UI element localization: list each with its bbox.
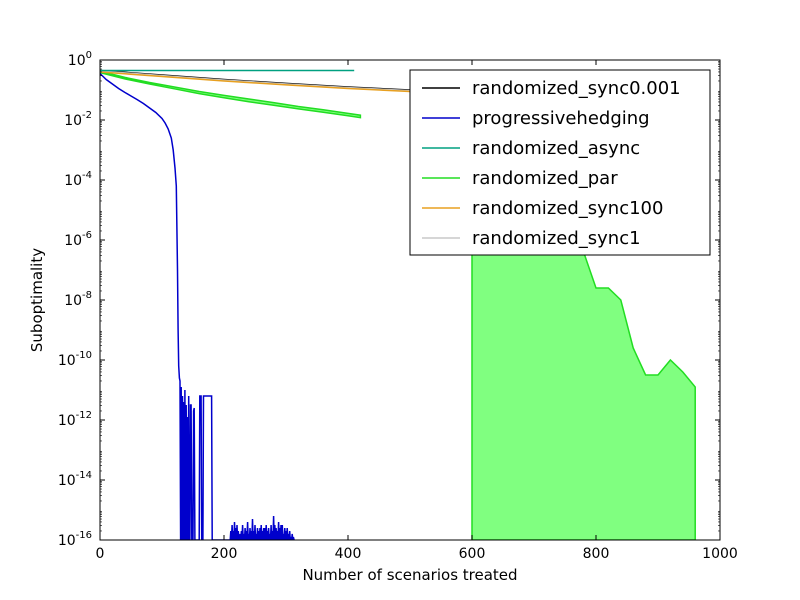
y-tick-label: 10-10 [58, 350, 92, 369]
legend-label: randomized_sync100 [472, 198, 663, 219]
y-tick-label: 100 [68, 50, 92, 69]
series-randomized_sync100 [100, 71, 411, 93]
plot-area [100, 69, 696, 540]
y-tick-label: 10-14 [58, 470, 92, 489]
legend-label: randomized_sync1 [472, 228, 641, 249]
series-randomized_sync1 [100, 70, 411, 92]
x-tick-label: 200 [211, 546, 238, 562]
x-tick-label: 800 [583, 546, 610, 562]
y-tick-label: 10-16 [58, 530, 92, 549]
legend-label: randomized_sync0.001 [472, 78, 681, 99]
legend: randomized_sync0.001 progressivehedging ra… [409, 69, 711, 256]
legend-label: progressivehedging [472, 108, 650, 129]
y-tick-label: 10-8 [64, 290, 92, 309]
x-tick-label: 1000 [702, 546, 738, 562]
y-tick-label: 10-2 [64, 110, 92, 129]
x-tick-label: 0 [96, 546, 105, 562]
y-tick-label: 10-12 [58, 410, 92, 429]
y-tick-label: 10-6 [64, 230, 92, 249]
x-tick-label: 600 [459, 546, 486, 562]
band-tail-randomized_par [471, 251, 696, 540]
x-tick-label: 400 [335, 546, 362, 562]
y-axis: 100 10-2 10-4 10-6 10-8 10-10 10-12 10-14 10-16 [58, 50, 720, 549]
band-randomized_par [100, 70, 362, 119]
x-axis: 0 200 400 600 800 1000 [96, 60, 738, 562]
x-axis-label: Number of scenarios treated [302, 566, 517, 584]
legend-label: randomized_par [472, 168, 618, 189]
y-tick-label: 10-4 [64, 170, 92, 189]
y-axis-label: Suboptimality [28, 248, 46, 352]
legend-label: randomized_async [472, 138, 640, 159]
legend-box [409, 69, 711, 256]
series-progressivehedging [100, 72, 295, 540]
